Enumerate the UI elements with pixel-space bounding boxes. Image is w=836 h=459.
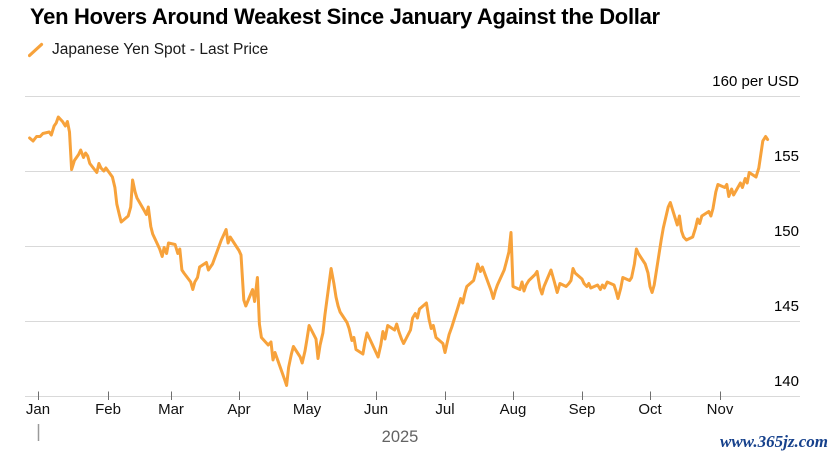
x-axis-label-jun: Jun <box>363 401 389 418</box>
y-axis-label-155: 155 <box>773 148 799 165</box>
legend-label: Japanese Yen Spot - Last Price <box>52 41 269 58</box>
price-line <box>28 115 770 387</box>
x-axis-year-label: 2025 <box>381 428 419 446</box>
y-axis-unit-label: 160 per USD <box>712 73 799 90</box>
x-axis-label-feb: Feb <box>95 401 121 418</box>
y-axis-label-140: 140 <box>773 373 799 390</box>
y-axis-label-150: 150 <box>773 223 799 240</box>
watermark-url: www.365jz.com <box>720 432 828 451</box>
x-axis-label-apr: Apr <box>227 401 251 418</box>
chart-title: Yen Hovers Around Weakest Since January … <box>30 4 660 29</box>
x-axis-label-aug: Aug <box>499 401 527 418</box>
legend-line-marker-icon <box>28 42 44 58</box>
x-axis-label-jan: Jan <box>25 401 51 418</box>
y-axis-label-145: 145 <box>773 298 799 315</box>
legend: Japanese Yen Spot - Last Price <box>28 40 268 60</box>
x-axis-label-may: May <box>292 401 322 418</box>
x-axis-label-sep: Sep <box>568 401 596 418</box>
x-axis-label-jul: Jul <box>435 401 455 418</box>
x-axis-label-oct: Oct <box>638 401 662 418</box>
x-axis-label-nov: Nov <box>706 401 734 418</box>
x-axis-label-mar: Mar <box>158 401 184 418</box>
